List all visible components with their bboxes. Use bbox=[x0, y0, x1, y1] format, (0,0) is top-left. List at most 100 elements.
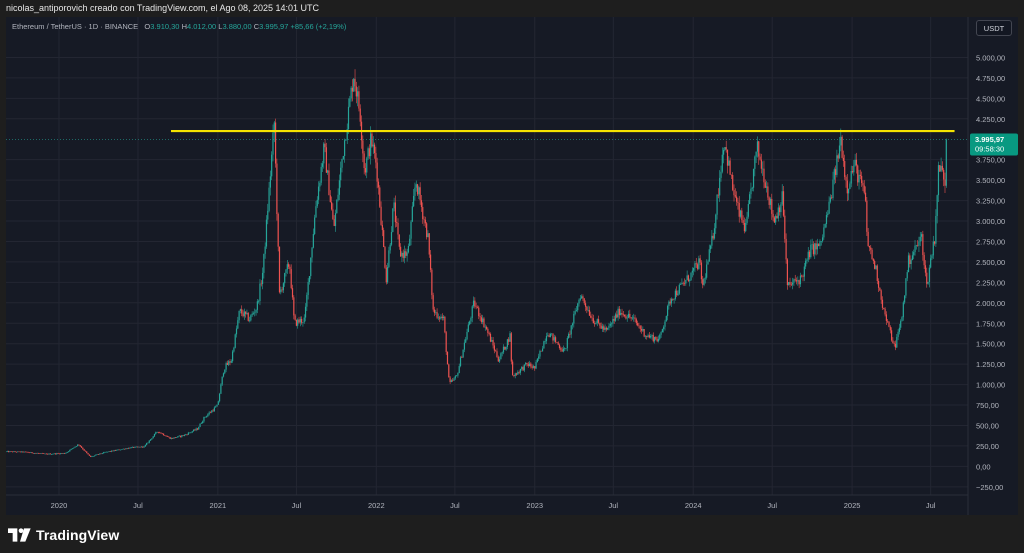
y-tick-label: 3.000,00 bbox=[976, 217, 1005, 226]
candle-up bbox=[299, 318, 301, 323]
candle-up bbox=[349, 98, 351, 107]
candle-up bbox=[265, 219, 268, 247]
candle-up bbox=[596, 319, 598, 323]
candle-down bbox=[798, 280, 800, 285]
price-chart[interactable]: 5.000,00 4.750,00 4.500,00 4.250,00 3.750,00… bbox=[6, 17, 1018, 515]
candle-up bbox=[401, 252, 403, 257]
candle-up bbox=[211, 410, 213, 413]
candle-up bbox=[918, 241, 920, 246]
candle-up bbox=[587, 310, 589, 311]
candle-down bbox=[397, 222, 399, 235]
candle-down bbox=[379, 187, 381, 207]
candle-up bbox=[92, 456, 94, 457]
candle-up bbox=[650, 336, 652, 338]
candle-up bbox=[285, 269, 287, 274]
candle-down bbox=[924, 265, 927, 273]
symbol-legend[interactable]: Ethereum / TetherUS · 1D · BINANCE O3.91… bbox=[12, 22, 346, 31]
candle-down bbox=[496, 351, 498, 358]
candle-up bbox=[775, 215, 777, 223]
candle-up bbox=[303, 317, 305, 323]
candle-down bbox=[32, 453, 34, 454]
candle-up bbox=[48, 453, 50, 455]
candle-up bbox=[581, 296, 583, 299]
symbol-name: Ethereum / TetherUS · 1D · BINANCE bbox=[12, 22, 139, 31]
candle-up bbox=[505, 346, 507, 350]
candle-up bbox=[192, 429, 195, 432]
candle-up bbox=[754, 156, 756, 169]
candle-down bbox=[488, 332, 490, 334]
candle-up bbox=[670, 298, 673, 304]
candle-down bbox=[790, 284, 792, 286]
candle-down bbox=[380, 206, 382, 225]
candle-down bbox=[801, 275, 803, 277]
candle-down bbox=[863, 185, 865, 193]
candle-down bbox=[291, 288, 294, 298]
candle-up bbox=[653, 337, 656, 342]
candle-up bbox=[342, 156, 344, 159]
candle-up bbox=[747, 204, 749, 217]
chart-frame[interactable]: 5.000,00 4.750,00 4.500,00 4.250,00 3.750,00… bbox=[6, 17, 1018, 515]
candle-down bbox=[634, 317, 636, 320]
candle-up bbox=[297, 319, 299, 326]
candle-down bbox=[422, 207, 424, 220]
candle-down bbox=[64, 453, 66, 454]
candle-up bbox=[777, 207, 779, 219]
tradingview-logo[interactable]: TradingView bbox=[8, 526, 119, 544]
candle-up bbox=[820, 241, 822, 242]
y-tick-label: 4.750,00 bbox=[976, 74, 1005, 83]
candle-up bbox=[937, 165, 940, 196]
candle-up bbox=[146, 443, 148, 445]
candle-up bbox=[13, 451, 15, 453]
candle-down bbox=[868, 245, 871, 248]
candle-down bbox=[157, 431, 159, 433]
x-tick-label: 2022 bbox=[368, 501, 385, 510]
candle-up bbox=[264, 246, 266, 254]
candle-down bbox=[22, 451, 24, 453]
y-tick-label: 2.000,00 bbox=[976, 299, 1005, 308]
candle-up bbox=[797, 280, 799, 282]
candle-up bbox=[805, 260, 807, 267]
currency-button[interactable]: USDT bbox=[976, 20, 1012, 36]
candle-up bbox=[631, 317, 634, 319]
candle-up bbox=[233, 347, 235, 352]
candle-up bbox=[414, 187, 416, 196]
candle-down bbox=[49, 453, 51, 455]
candle-up bbox=[410, 221, 412, 239]
candle-up bbox=[647, 335, 649, 337]
candle-down bbox=[513, 375, 515, 376]
candle-up bbox=[127, 447, 130, 449]
candle-down bbox=[772, 213, 774, 218]
candle-up bbox=[110, 450, 113, 452]
open-label: O bbox=[144, 22, 151, 31]
candle-down bbox=[358, 91, 360, 109]
candle-down bbox=[548, 335, 550, 338]
candle-up bbox=[577, 303, 579, 311]
candle-down bbox=[743, 223, 746, 232]
candle-down bbox=[789, 282, 791, 285]
candle-up bbox=[686, 275, 688, 280]
candle-down bbox=[375, 153, 377, 163]
candle-down bbox=[495, 350, 497, 352]
candle-down bbox=[818, 243, 820, 247]
candle-up bbox=[604, 327, 606, 330]
candle-down bbox=[834, 169, 837, 175]
candle-up bbox=[762, 168, 764, 170]
candle-down bbox=[15, 451, 18, 453]
candle-down bbox=[584, 303, 587, 307]
candle-up bbox=[21, 451, 23, 453]
candle-up bbox=[680, 284, 682, 285]
candle-up bbox=[121, 449, 123, 450]
candle-down bbox=[446, 351, 449, 365]
candle-down bbox=[31, 452, 33, 454]
candle-down bbox=[808, 251, 811, 258]
candle-down bbox=[837, 155, 839, 159]
candle-up bbox=[803, 266, 805, 277]
candle-down bbox=[846, 180, 848, 194]
candle-up bbox=[484, 326, 486, 328]
candle-up bbox=[673, 298, 675, 300]
y-tick-label: 4.250,00 bbox=[976, 115, 1005, 124]
candle-up bbox=[344, 140, 346, 157]
candle-up bbox=[711, 235, 713, 246]
candle-up bbox=[633, 317, 635, 319]
candle-down bbox=[864, 192, 867, 201]
